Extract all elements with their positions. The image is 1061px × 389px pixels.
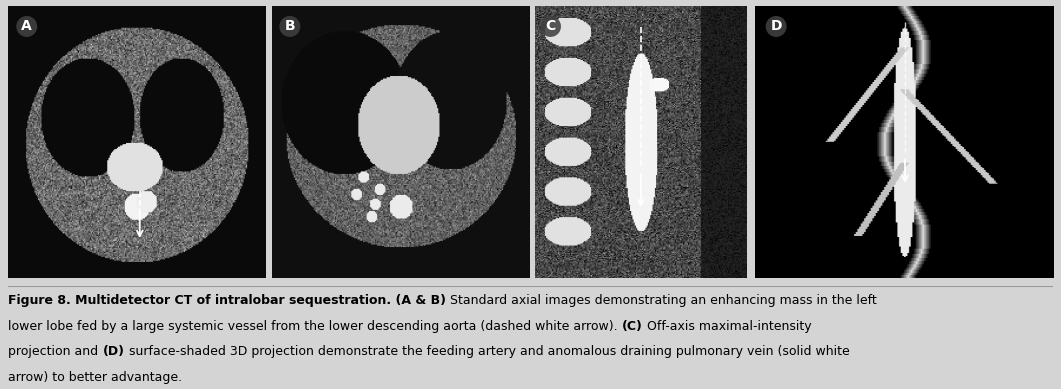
Text: (D): (D) — [103, 345, 124, 358]
Text: lower lobe fed by a large systemic vessel from the lower descending aorta (dashe: lower lobe fed by a large systemic vesse… — [8, 320, 622, 333]
Text: Off-axis maximal-intensity: Off-axis maximal-intensity — [643, 320, 812, 333]
Text: B: B — [284, 19, 295, 33]
Text: arrow) to better advantage.: arrow) to better advantage. — [8, 371, 182, 384]
Text: D: D — [770, 19, 782, 33]
Text: Figure 8. Multidetector CT of intralobar sequestration. (A & B): Figure 8. Multidetector CT of intralobar… — [8, 294, 447, 307]
Text: A: A — [21, 19, 32, 33]
Text: projection and: projection and — [8, 345, 103, 358]
Text: (C): (C) — [622, 320, 643, 333]
Text: surface-shaded 3D projection demonstrate the feeding artery and anomalous draini: surface-shaded 3D projection demonstrate… — [124, 345, 850, 358]
Text: C: C — [545, 19, 556, 33]
Text: Standard axial images demonstrating an enhancing mass in the left: Standard axial images demonstrating an e… — [447, 294, 877, 307]
